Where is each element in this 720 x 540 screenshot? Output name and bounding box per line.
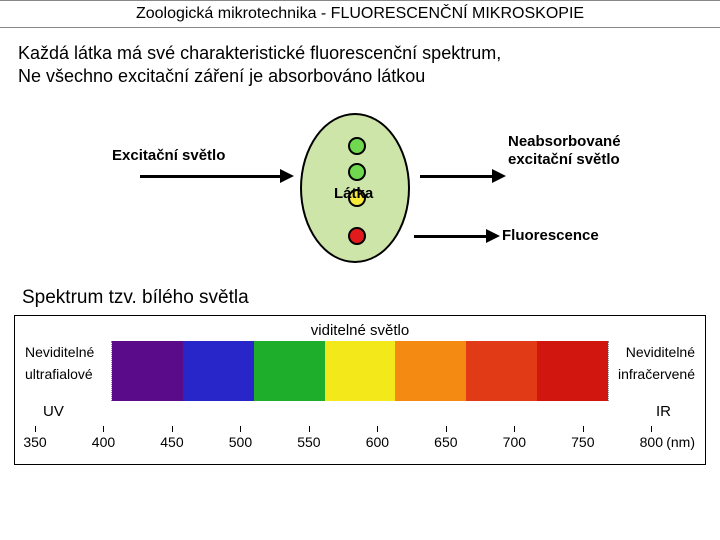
- ir-name: infračervené: [609, 363, 695, 385]
- axis-tick-label: 800: [640, 434, 663, 450]
- spectrum-band: [112, 341, 183, 401]
- uv-invisible: Neviditelné: [25, 341, 111, 363]
- uv-column: Neviditelné ultrafialové: [25, 341, 111, 401]
- axis-tick: [377, 426, 378, 432]
- uv-name: ultrafialové: [25, 363, 111, 385]
- intro-line-2: Ne všechno excitační záření je absorbová…: [18, 65, 702, 88]
- uv-short: UV: [25, 403, 111, 420]
- intro-text: Každá látka má své charakteristické fluo…: [0, 28, 720, 95]
- axis-tick: [240, 426, 241, 432]
- spectrum-band: [325, 341, 396, 401]
- axis-unit: (nm): [666, 434, 695, 450]
- axis-tick: [583, 426, 584, 432]
- excitation-arrow-head: [280, 169, 294, 183]
- spectrum-row: Neviditelné ultrafialové Neviditelné inf…: [25, 341, 695, 401]
- ir-invisible: Neviditelné: [609, 341, 695, 363]
- axis-tick-label: 450: [160, 434, 183, 450]
- ir-column: Neviditelné infračervené: [609, 341, 695, 401]
- fluorescence-arrow-head: [486, 229, 500, 243]
- cell-dot: [348, 227, 366, 245]
- axis-tick: [514, 426, 515, 432]
- axis-tick: [103, 426, 104, 432]
- axis-tick-label: 350: [23, 434, 46, 450]
- page-title: Zoologická mikrotechnika - FLUORESCENČNÍ…: [0, 0, 720, 28]
- fluorescence-label: Fluorescence: [502, 227, 599, 244]
- intro-line-1: Každá látka má své charakteristické fluo…: [18, 42, 702, 65]
- ir-short: IR: [609, 403, 695, 420]
- nonabsorbed-label-2: excitační světlo: [508, 151, 620, 168]
- axis-tick-label: 700: [503, 434, 526, 450]
- cell-dot: [348, 137, 366, 155]
- axis-tick-label: 550: [297, 434, 320, 450]
- axis-tick: [35, 426, 36, 432]
- nonabsorbed-arrow-line: [420, 175, 492, 178]
- axis-tick-label: 650: [434, 434, 457, 450]
- wavelength-axis: (nm) 350 400 450 500 550 600 650 700 750 800: [25, 426, 695, 454]
- axis-tick-label: 750: [571, 434, 594, 450]
- fluorescence-arrow-line: [414, 235, 486, 238]
- spectrum-title: Spektrum tzv. bílého světla: [0, 273, 720, 315]
- color-bands: [111, 341, 609, 401]
- axis-tick: [446, 426, 447, 432]
- nonabsorbed-label-1: Neabsorbované: [508, 133, 621, 150]
- spectrum-band: [466, 341, 537, 401]
- excitation-arrow-line: [140, 175, 280, 178]
- axis-tick-label: 600: [366, 434, 389, 450]
- spectrum-band: [537, 341, 608, 401]
- axis-tick: [172, 426, 173, 432]
- spectrum-band: [395, 341, 466, 401]
- uv-ir-row: UV IR: [25, 403, 695, 420]
- axis-tick: [651, 426, 652, 432]
- substance-label: Látka: [334, 185, 373, 202]
- spectrum-band: [183, 341, 254, 401]
- axis-tick: [309, 426, 310, 432]
- spectrum-band: [254, 341, 325, 401]
- axis-tick-label: 500: [229, 434, 252, 450]
- fluorescence-diagram: Excitační světlo Látka Neabsorbované exc…: [80, 103, 640, 273]
- cell-dot: [348, 163, 366, 181]
- axis-tick-label: 400: [92, 434, 115, 450]
- spectrum-box: viditelné světlo Neviditelné ultrafialov…: [14, 315, 706, 465]
- visible-light-label: viditelné světlo: [25, 322, 695, 339]
- excitation-label: Excitační světlo: [112, 147, 225, 164]
- nonabsorbed-arrow-head: [492, 169, 506, 183]
